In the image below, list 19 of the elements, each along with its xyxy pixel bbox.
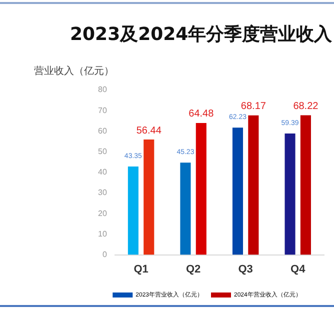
data-label: 68.17 <box>240 101 266 112</box>
y-tick-label: 70 <box>98 106 108 115</box>
y-tick-label: 0 <box>102 250 108 260</box>
y-tick-label: 30 <box>98 188 108 198</box>
x-tick-label: Q1 <box>134 263 148 276</box>
data-label: 68.22 <box>293 101 319 112</box>
y-tick-label: 10 <box>98 229 108 238</box>
y-tick-label: 50 <box>98 147 108 156</box>
data-label: 64.48 <box>188 108 214 120</box>
x-tick-label: Q3 <box>238 263 253 276</box>
y-tick-label: 60 <box>98 126 108 136</box>
y-axis-title: 营业收入（亿元） <box>34 64 114 78</box>
x-tick-label: Q4 <box>290 263 306 276</box>
y-tick-label: 40 <box>98 168 108 177</box>
chart-title: 2023及2024年分季度营业收入 <box>70 23 332 46</box>
y-tick-label: 80 <box>98 85 108 94</box>
x-tick-label: Q2 <box>186 263 201 276</box>
y-tick-label: 20 <box>98 208 108 218</box>
data-label: 56.44 <box>136 125 162 136</box>
